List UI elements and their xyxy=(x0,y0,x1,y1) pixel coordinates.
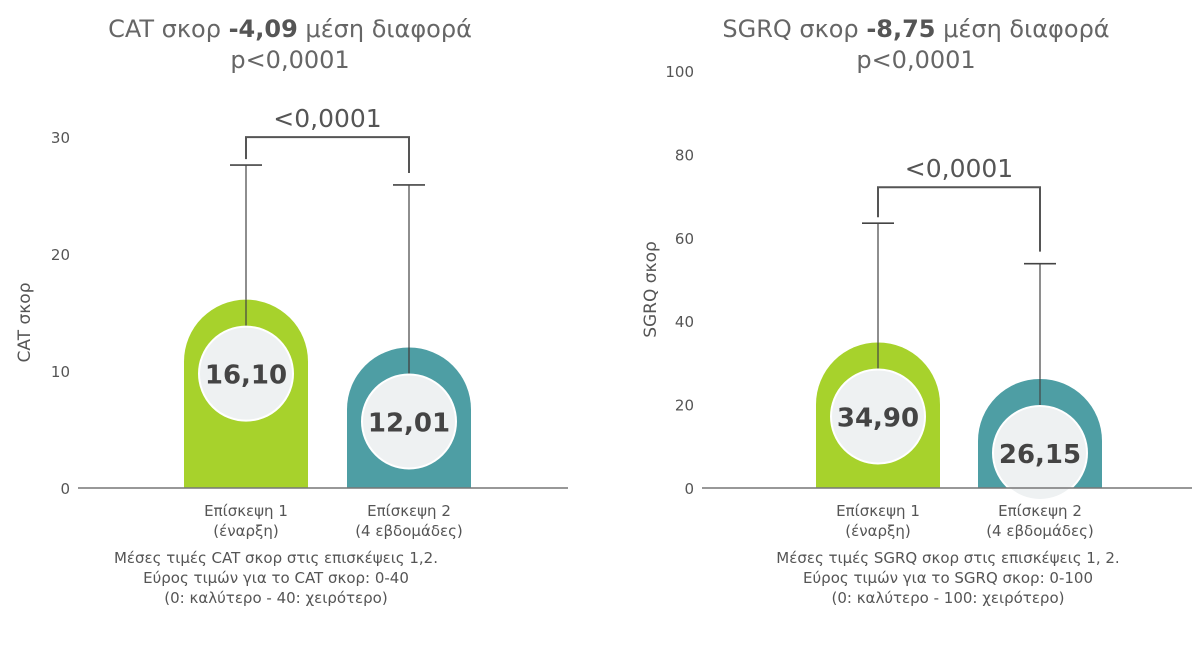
note-line: Μέσες τιμές CAT σκορ στις επισκέψεις 1,2… xyxy=(113,549,438,567)
y-tick-label: 0 xyxy=(60,480,70,498)
data-label: 12,01 xyxy=(368,408,450,438)
value-circle xyxy=(361,373,457,470)
title-mean-difference: -8,75 xyxy=(866,15,936,43)
cat-chart-notes: Μέσες τιμές CAT σκορ στις επισκέψεις 1,2… xyxy=(0,548,576,608)
x-tick-label: (4 εβδομάδες) xyxy=(355,522,463,540)
title-prefix: SGRQ σκορ xyxy=(722,15,859,43)
cat-chart-svg: 0 10 20 30 CAT σκορ 16,10 Επίσκεψη 1 (έναρξη) 12… xyxy=(15,104,568,540)
y-tick-label: 20 xyxy=(51,246,70,264)
y-axis-label: CAT σκορ xyxy=(15,283,35,363)
x-tick-label: Επίσκεψη 1 xyxy=(204,502,288,520)
title-mean-difference: -4,09 xyxy=(228,15,298,43)
value-circle xyxy=(992,404,1088,501)
note-line: Εύρος τιμών για το SGRQ σκορ: 0-100 xyxy=(803,569,1093,587)
note-line: (0: καλύτερο - 40: χειρότερο) xyxy=(164,589,388,607)
note-line: Μέσες τιμές SGRQ σκορ στις επισκέψεις 1,… xyxy=(776,549,1120,567)
x-tick-label: Επίσκεψη 1 xyxy=(836,502,920,520)
y-tick-label: 30 xyxy=(51,129,70,147)
x-tick-label: (έναρξη) xyxy=(213,522,278,540)
data-label: 26,15 xyxy=(999,440,1081,470)
significance-bracket xyxy=(245,136,410,173)
cat-chart-title: CAT σκορ -4,09 μέση διαφορά p<0,0001 xyxy=(0,14,580,76)
significance-bracket xyxy=(877,186,1041,252)
y-tick-label: 20 xyxy=(675,397,694,415)
x-tick-label: (έναρξη) xyxy=(845,522,910,540)
significance-label: <0,0001 xyxy=(905,154,1013,183)
y-tick-label: 100 xyxy=(665,63,694,81)
y-tick-label: 40 xyxy=(675,313,694,331)
sgrq-chart-title: SGRQ σκορ -8,75 μέση διαφορά p<0,0001 xyxy=(626,14,1200,76)
title-pvalue: p<0,0001 xyxy=(856,46,976,74)
y-tick-label: 80 xyxy=(675,146,694,164)
x-tick-label: Επίσκεψη 2 xyxy=(998,502,1082,520)
title-prefix: CAT σκορ xyxy=(108,15,221,43)
y-tick-label: 10 xyxy=(51,363,70,381)
note-line: (0: καλύτερο - 100: χειρότερο) xyxy=(831,589,1065,607)
sgrq-chart-notes: Μέσες τιμές SGRQ σκορ στις επισκέψεις 1,… xyxy=(648,548,1200,608)
x-tick-label: Επίσκεψη 2 xyxy=(367,502,451,520)
title-pvalue: p<0,0001 xyxy=(230,46,350,74)
y-axis-label: SGRQ σκορ xyxy=(641,241,661,338)
data-label: 34,90 xyxy=(837,403,919,433)
title-suffix: μέση διαφορά xyxy=(305,15,472,43)
cat-chart-panel: CAT σκορ -4,09 μέση διαφορά p<0,0001 0 10… xyxy=(0,14,580,608)
note-line: Εύρος τιμών για το CAT σκορ: 0-40 xyxy=(143,569,409,587)
y-tick-label: 60 xyxy=(675,230,694,248)
y-tick-label: 0 xyxy=(684,480,694,498)
data-label: 16,10 xyxy=(205,361,287,391)
x-tick-label: (4 εβδομάδες) xyxy=(986,522,1094,540)
sgrq-chart-svg: 0 20 40 60 80 100 SGRQ σκορ 34,90 Επίσκεψη 1 (ένα… xyxy=(641,63,1192,540)
significance-label: <0,0001 xyxy=(273,104,381,133)
value-circle xyxy=(830,368,926,465)
value-circle xyxy=(198,325,294,422)
title-suffix: μέση διαφορά xyxy=(943,15,1110,43)
sgrq-chart-panel: SGRQ σκορ -8,75 μέση διαφορά p<0,0001 0 2… xyxy=(600,0,1200,652)
